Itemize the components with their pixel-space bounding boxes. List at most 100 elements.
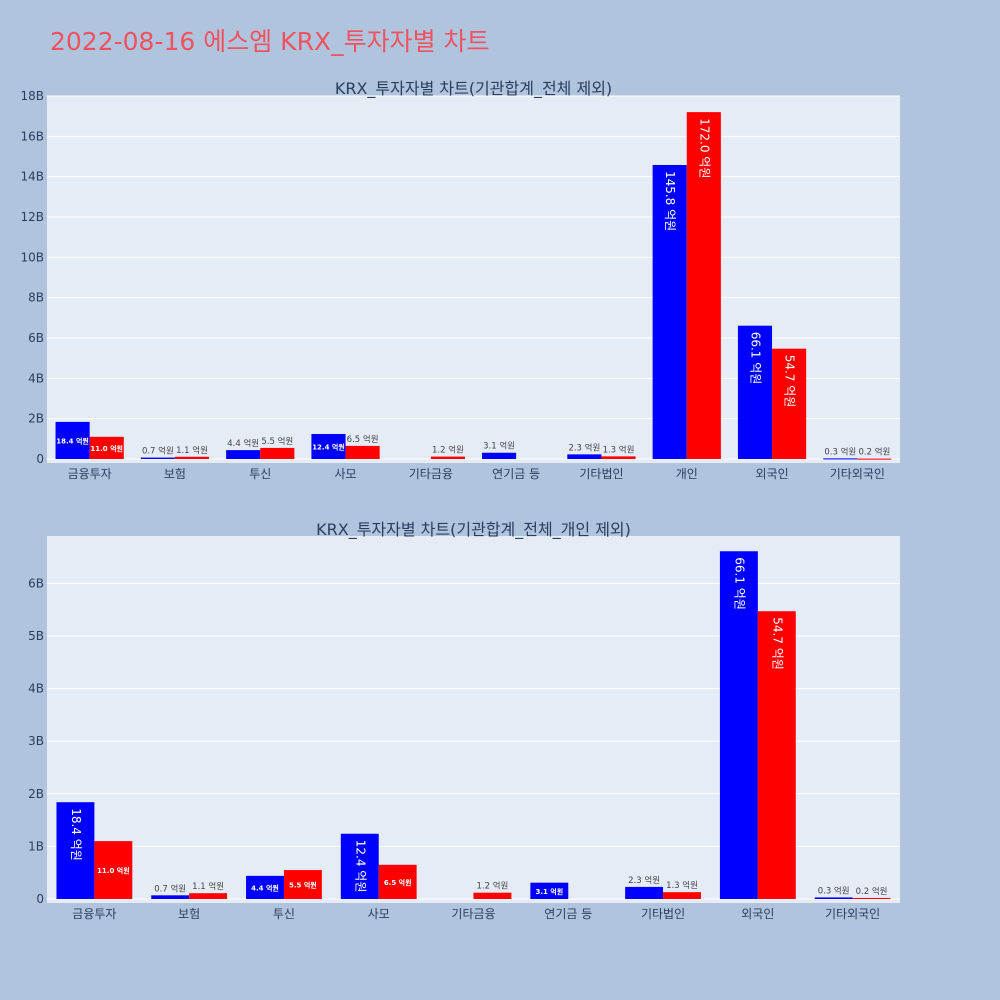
y-tick-label: 14B	[20, 170, 44, 184]
data-label: 66.1 억원	[748, 332, 762, 385]
y-tick-label: 0	[36, 892, 44, 906]
sell-bar	[757, 611, 796, 899]
buy-bar	[340, 833, 379, 899]
data-label: 12.4 억원	[312, 442, 345, 451]
data-label: 0.2 억원	[856, 886, 888, 897]
x-tick-label: 투신	[273, 907, 295, 921]
data-label: 18.4 억원	[69, 808, 83, 861]
data-label: 54.7 억원	[770, 617, 784, 670]
sell-bar	[772, 348, 807, 459]
x-tick-label: 사모	[335, 467, 357, 481]
y-tick-label: 8B	[28, 291, 44, 305]
buy-bar	[719, 551, 758, 899]
data-label: 4.4 억원	[227, 438, 259, 449]
data-label: 66.1 억원	[732, 557, 746, 610]
data-label: 6.5 억원	[347, 434, 379, 445]
chart-bottom: 0 1B 2B 3B 4B 5B 6B KRX_투자자별 차트(기관합계_전체_개인 제외) 금…	[28, 520, 900, 921]
buy-bar	[56, 802, 95, 899]
buy-bar	[226, 450, 261, 459]
data-label: 145.8 억원	[663, 171, 677, 231]
chart-title: KRX_투자자별 차트(기관합계_전체 제외)	[335, 79, 612, 99]
x-tick-label: 투신	[249, 467, 271, 481]
data-label: 2.3 억원	[628, 875, 660, 886]
data-label: 3.1 억원	[483, 441, 515, 452]
data-label: 2.3 억원	[568, 442, 600, 453]
sell-bar	[260, 447, 295, 459]
data-label: 5.5 억원	[261, 436, 293, 447]
data-label: 0.7 억원	[142, 446, 174, 457]
data-label: 1.2 억원	[432, 445, 464, 456]
buy-bar	[823, 458, 858, 460]
buy-bar	[482, 452, 517, 459]
sell-bar	[430, 456, 465, 459]
sell-bar	[378, 864, 417, 899]
y-tick-label: 6B	[28, 331, 44, 345]
buy-bar	[151, 895, 190, 899]
y-tick-label: 4B	[28, 371, 44, 385]
data-label: 0.3 억원	[824, 446, 856, 457]
buy-bar	[567, 454, 602, 459]
x-tick-label: 기타외국인	[825, 907, 880, 921]
x-tick-label: 기타법인	[579, 467, 623, 481]
data-label: 172.0 억원	[697, 118, 711, 178]
x-tick-label: 개인	[676, 467, 698, 481]
data-label: 1.1 억원	[192, 881, 224, 892]
y-tick-label: 18B	[20, 89, 44, 103]
data-label: 1.3 억원	[603, 444, 635, 455]
chart-top: 0 2B 4B 6B 8B 10B 12B 14B 16B 18B KRX_투자자별 차트(기관합계…	[20, 79, 900, 481]
buy-bar	[737, 325, 773, 459]
buy-bar	[246, 875, 284, 899]
sell-bar	[473, 892, 512, 899]
sell-bar	[601, 456, 636, 459]
y-tick-label: 3B	[28, 734, 44, 748]
data-label: 0.3 억원	[818, 885, 850, 896]
buy-bar	[814, 897, 853, 899]
data-label: 12.4 억원	[353, 840, 367, 893]
buy-bar	[530, 882, 569, 899]
sell-bar	[852, 897, 891, 899]
data-label: 5.5 억원	[289, 881, 317, 890]
x-tick-label: 기타금융	[451, 907, 495, 921]
x-tick-label: 사모	[368, 907, 390, 921]
buy-bar	[652, 164, 687, 459]
buy-bar	[625, 886, 664, 899]
data-label: 11.0 억원	[97, 866, 130, 875]
x-tick-label: 기타법인	[641, 907, 685, 921]
data-label: 11.0 억원	[90, 444, 123, 453]
x-tick-label: 금융투자	[68, 467, 112, 481]
data-label: 1.2 억원	[477, 881, 509, 892]
sell-bar	[94, 841, 133, 899]
x-tick-label: 외국인	[741, 907, 774, 921]
y-tick-label: 2B	[28, 787, 44, 801]
data-label: 54.7 억원	[783, 355, 797, 408]
sell-bar	[663, 892, 701, 899]
y-tick-label: 6B	[28, 576, 44, 590]
sell-bar	[174, 456, 210, 459]
y-tick-label: 2B	[28, 412, 44, 426]
buy-bar	[311, 433, 346, 459]
x-tick-label: 연기금 등	[544, 907, 592, 921]
data-label: 0.2 억원	[858, 447, 890, 458]
x-tick-label: 보험	[178, 907, 200, 921]
y-tick-label: 5B	[28, 629, 44, 643]
y-tick-label: 16B	[20, 129, 44, 143]
x-tick-label: 연기금 등	[492, 467, 540, 481]
data-label: 6.5 억원	[384, 878, 412, 887]
sell-bar	[189, 893, 228, 899]
y-tick-label: 12B	[20, 210, 44, 224]
x-tick-label: 금융투자	[72, 907, 116, 921]
chart-title: KRX_투자자별 차트(기관합계_전체_개인 제외)	[316, 520, 631, 540]
y-tick-label: 10B	[20, 250, 44, 264]
y-tick-label: 1B	[28, 839, 44, 853]
sell-bar	[857, 458, 892, 460]
x-tick-label: 보험	[164, 467, 186, 481]
y-tick-label: 4B	[28, 682, 44, 696]
data-label: 4.4 억원	[251, 883, 279, 892]
buy-bar	[55, 421, 90, 459]
page-title: 2022-08-16 에스엠 KRX_투자자별 차트	[50, 27, 490, 56]
buy-bar	[140, 457, 175, 459]
data-label: 1.3 억원	[666, 880, 698, 891]
data-label: 18.4 억원	[56, 436, 89, 445]
